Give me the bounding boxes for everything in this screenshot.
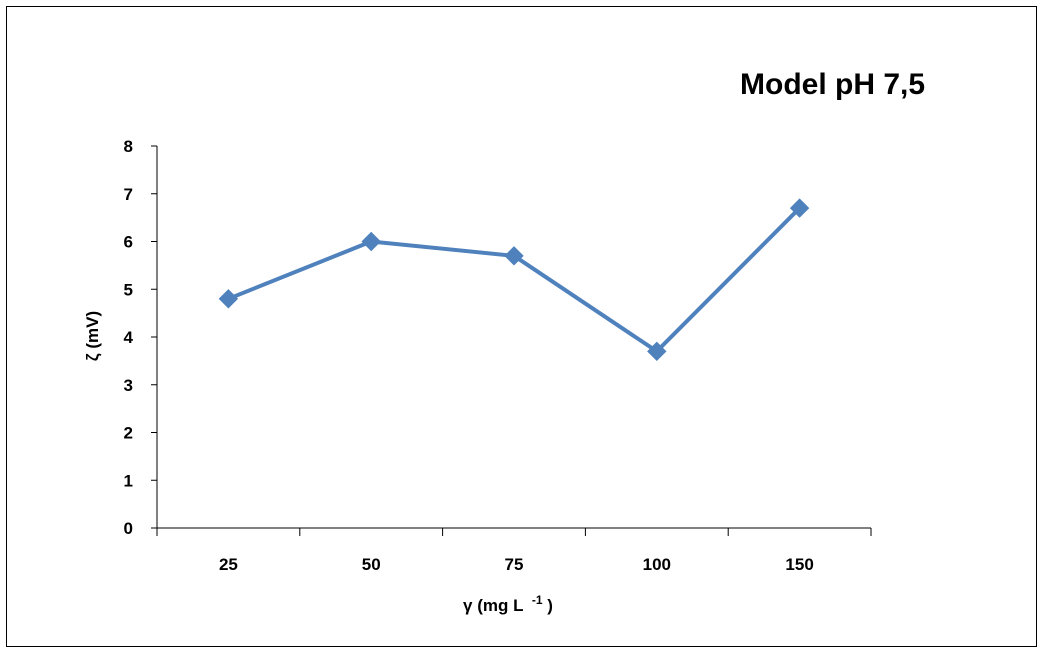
y-tick-label: 5 [124,280,133,299]
x-ticks: 25 50 75 100 150 [156,528,872,574]
data-point-diamond-icon [504,246,524,266]
y-tick-label: 7 [124,185,133,204]
series-line [227,206,802,354]
x-axis-title-main: γ (mg L [463,596,523,615]
data-point-diamond-icon [361,231,381,252]
y-tick-label: 0 [124,519,133,538]
y-tick-label: 4 [124,328,134,347]
y-axis-title: ζ (mV) [83,311,102,361]
x-tick-label: 150 [785,555,813,574]
x-tick-label: 25 [219,555,238,574]
y-ticks: 0 1 2 3 4 5 6 7 8 [124,137,157,538]
x-tick-label: 75 [505,555,524,574]
markers-group [218,198,810,362]
x-tick-label: 100 [643,555,671,574]
x-tick-label: 50 [362,555,381,574]
chart-frame [6,6,1037,647]
y-tick-label: 6 [124,233,133,252]
axes [156,146,871,529]
y-tick-label: 1 [124,471,133,490]
data-point-diamond-icon [647,341,667,362]
data-point-diamond-icon [789,198,810,218]
y-tick-label: 8 [124,137,133,156]
x-axis-title: γ (mg L -1 ) [463,589,553,615]
data-point-diamond-icon [218,289,239,309]
y-tick-label: 3 [124,376,133,395]
y-tick-label: 2 [124,424,133,443]
x-axis-title-superscript: -1 [532,593,543,607]
x-axis-title-suffix: ) [547,596,553,615]
series-line-group [227,206,802,354]
chart-title: Model pH 7,5 [740,68,925,101]
